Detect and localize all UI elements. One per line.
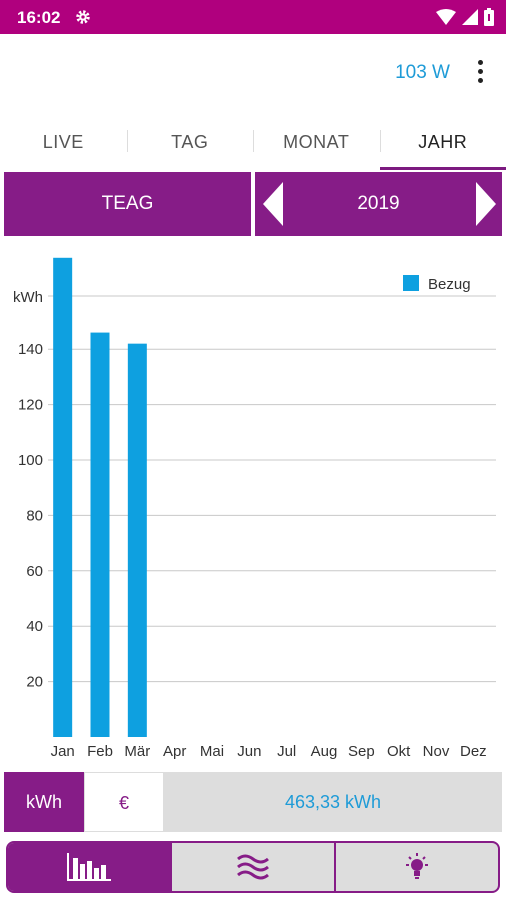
bar-chart-icon [67, 853, 111, 881]
next-year-arrow-icon[interactable] [476, 182, 496, 226]
y-tick-label: 60 [26, 563, 43, 580]
nav-chart[interactable] [8, 843, 170, 891]
legend-swatch [403, 275, 419, 291]
waves-icon [237, 854, 269, 880]
status-time: 16:02 [17, 8, 61, 27]
tab-live[interactable]: LIVE [42, 132, 84, 152]
summary-bar: kWh € 463,33 kWh [4, 772, 502, 832]
x-tick-label: Nov [423, 743, 450, 760]
selector-row: TEAG 2019 [4, 172, 502, 236]
y-tick-label: 120 [18, 397, 43, 414]
total-consumption: 463,33 kWh [284, 792, 382, 812]
bar-feb [90, 332, 110, 737]
x-tick-label: Feb [87, 743, 113, 760]
signal-icon [462, 9, 478, 25]
previous-year-arrow-icon[interactable] [263, 182, 283, 226]
status-bar: 16:02 [0, 0, 506, 34]
y-tick-label: 140 [18, 341, 43, 358]
x-tick-label: Sep [348, 743, 375, 760]
tab-monat[interactable]: MONAT [253, 118, 380, 170]
nav-waves[interactable] [170, 843, 334, 891]
bottom-navigation [6, 841, 500, 893]
x-tick-label: Jan [51, 743, 75, 760]
y-tick-label: 80 [26, 507, 43, 524]
unit-euro-button[interactable]: € [84, 772, 164, 832]
x-tick-label: Dez [460, 743, 487, 760]
period-tabs: LIVE TAG MONAT JAHR [0, 118, 506, 170]
tab-jahr[interactable]: JAHR [379, 118, 506, 170]
gear-icon [76, 10, 90, 24]
x-tick-label: Okt [387, 743, 411, 760]
x-tick-label: Mär [124, 743, 150, 760]
yearly-consumption-chart: 20 40 60 80 100 120 140 kWh Jan Feb Mär Apr Mai Jun Ju… [0, 244, 506, 766]
x-tick-label: Jun [237, 743, 261, 760]
legend-label: Bezug [428, 276, 471, 293]
unit-kwh-button[interactable]: kWh [4, 772, 84, 832]
lightbulb-icon [406, 853, 428, 879]
battery-icon [484, 8, 494, 26]
x-tick-label: Aug [311, 743, 338, 760]
y-tick-label: 20 [26, 674, 43, 691]
year-label: 2019 [357, 193, 400, 214]
current-power-value: 103 W [395, 62, 450, 83]
bar-chart: 20 40 60 80 100 120 140 kWh Jan Feb Mär Apr Mai Jun Ju… [13, 257, 496, 760]
nav-tips[interactable] [334, 843, 498, 891]
x-tick-label: Apr [163, 743, 186, 760]
provider-selector[interactable]: TEAG [4, 172, 251, 236]
x-tick-label: Mai [200, 743, 224, 760]
tab-tag[interactable]: TAG [126, 118, 254, 170]
y-tick-label: 40 [26, 618, 43, 635]
y-axis-label: kWh [13, 289, 43, 306]
x-tick-label: Jul [277, 743, 296, 760]
bar-mär [127, 343, 147, 737]
more-options-icon[interactable] [476, 60, 484, 86]
year-selector: 2019 [255, 172, 502, 236]
y-tick-label: 100 [18, 452, 43, 469]
bar-jan [53, 257, 73, 737]
wifi-icon [436, 9, 456, 25]
